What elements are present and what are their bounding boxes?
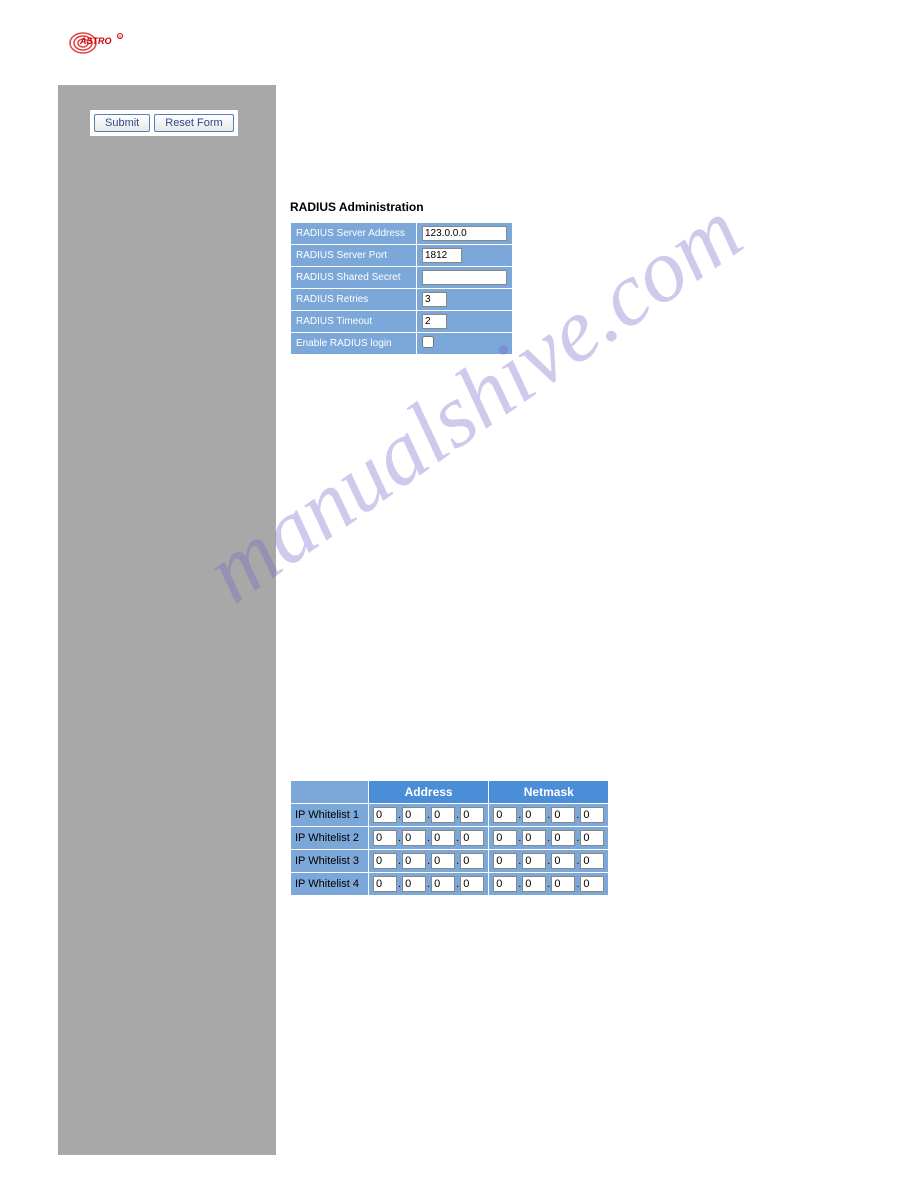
radius-row-value-cell <box>417 289 513 311</box>
radius-row-label: RADIUS Timeout <box>291 311 417 333</box>
radius-section: RADIUS Administration RADIUS Server Addr… <box>290 200 513 355</box>
whitelist-octet-input[interactable] <box>493 876 517 892</box>
radius-row-label: Enable RADIUS login <box>291 333 417 355</box>
whitelist-octet-input[interactable] <box>373 830 397 846</box>
radius-input[interactable] <box>422 248 462 263</box>
whitelist-netmask-cell: ... <box>489 804 609 827</box>
radius-input[interactable] <box>422 292 447 307</box>
whitelist-octet-input[interactable] <box>493 853 517 869</box>
whitelist-octet-input[interactable] <box>460 807 484 823</box>
whitelist-octet-input[interactable] <box>551 853 575 869</box>
astro-logo: ASTRO R <box>68 28 128 58</box>
whitelist-octet-input[interactable] <box>551 830 575 846</box>
whitelist-netmask-cell: ... <box>489 827 609 850</box>
whitelist-header-netmask: Netmask <box>489 781 609 804</box>
whitelist-octet-input[interactable] <box>402 876 426 892</box>
radius-row-label: RADIUS Server Address <box>291 223 417 245</box>
radius-row-label: RADIUS Shared Secret <box>291 267 417 289</box>
whitelist-octet-input[interactable] <box>402 807 426 823</box>
whitelist-octet-input[interactable] <box>551 807 575 823</box>
whitelist-row-label: IP Whitelist 3 <box>291 850 369 873</box>
whitelist-netmask-cell: ... <box>489 873 609 896</box>
whitelist-octet-input[interactable] <box>580 876 604 892</box>
radius-row-value-cell <box>417 267 513 289</box>
sidebar: Submit Reset Form <box>58 85 276 1155</box>
whitelist-octet-input[interactable] <box>460 876 484 892</box>
whitelist-octet-input[interactable] <box>522 807 546 823</box>
whitelist-octet-input[interactable] <box>431 807 455 823</box>
whitelist-octet-input[interactable] <box>522 853 546 869</box>
radius-input[interactable] <box>422 314 447 329</box>
submit-button[interactable]: Submit <box>94 114 150 132</box>
whitelist-address-cell: ... <box>369 804 489 827</box>
whitelist-octet-input[interactable] <box>373 853 397 869</box>
radius-title: RADIUS Administration <box>290 200 513 214</box>
whitelist-octet-input[interactable] <box>460 830 484 846</box>
radius-row-value-cell <box>417 245 513 267</box>
radius-row-value-cell <box>417 333 513 355</box>
radius-row-value-cell <box>417 311 513 333</box>
radius-row-value-cell <box>417 223 513 245</box>
whitelist-address-cell: ... <box>369 827 489 850</box>
whitelist-header-address: Address <box>369 781 489 804</box>
whitelist-header-blank <box>291 781 369 804</box>
whitelist-octet-input[interactable] <box>580 807 604 823</box>
whitelist-octet-input[interactable] <box>431 876 455 892</box>
svg-text:ASTRO: ASTRO <box>79 36 112 46</box>
whitelist-octet-input[interactable] <box>373 807 397 823</box>
whitelist-octet-input[interactable] <box>431 830 455 846</box>
whitelist-octet-input[interactable] <box>522 830 546 846</box>
whitelist-netmask-cell: ... <box>489 850 609 873</box>
whitelist-octet-input[interactable] <box>551 876 575 892</box>
whitelist-row-label: IP Whitelist 1 <box>291 804 369 827</box>
radius-row-label: RADIUS Server Port <box>291 245 417 267</box>
whitelist-table: Address Netmask IP Whitelist 1......IP W… <box>290 780 609 896</box>
radius-row-label: RADIUS Retries <box>291 289 417 311</box>
whitelist-address-cell: ... <box>369 850 489 873</box>
whitelist-section: Address Netmask IP Whitelist 1......IP W… <box>290 780 609 896</box>
reset-button[interactable]: Reset Form <box>154 114 233 132</box>
whitelist-octet-input[interactable] <box>580 830 604 846</box>
whitelist-row-label: IP Whitelist 2 <box>291 827 369 850</box>
whitelist-address-cell: ... <box>369 873 489 896</box>
radius-enable-checkbox[interactable] <box>422 336 434 348</box>
whitelist-octet-input[interactable] <box>431 853 455 869</box>
whitelist-row-label: IP Whitelist 4 <box>291 873 369 896</box>
whitelist-octet-input[interactable] <box>493 807 517 823</box>
whitelist-octet-input[interactable] <box>373 876 397 892</box>
button-bar: Submit Reset Form <box>90 110 238 136</box>
whitelist-octet-input[interactable] <box>402 830 426 846</box>
whitelist-octet-input[interactable] <box>493 830 517 846</box>
whitelist-octet-input[interactable] <box>580 853 604 869</box>
radius-table: RADIUS Server AddressRADIUS Server PortR… <box>290 222 513 355</box>
whitelist-octet-input[interactable] <box>460 853 484 869</box>
radius-input[interactable] <box>422 270 507 285</box>
radius-input[interactable] <box>422 226 507 241</box>
svg-text:R: R <box>119 34 122 39</box>
whitelist-octet-input[interactable] <box>402 853 426 869</box>
whitelist-octet-input[interactable] <box>522 876 546 892</box>
